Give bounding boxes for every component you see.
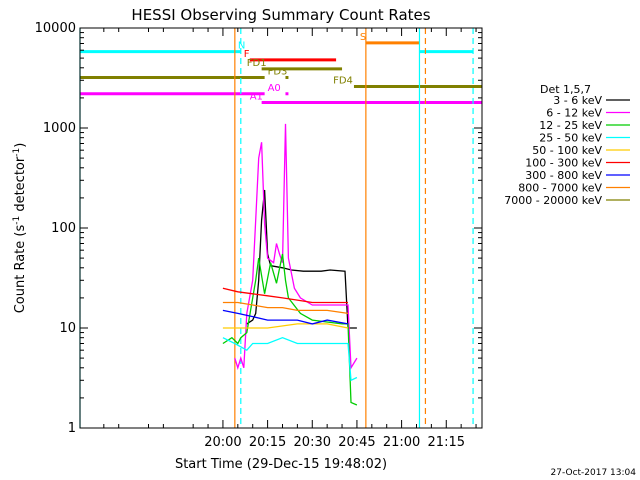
y-tick-label: 1	[68, 421, 76, 436]
y-tick-label: 10	[59, 321, 76, 336]
flag-label-fd1: FD1	[247, 58, 267, 69]
series-line-50-100-kev	[222, 323, 349, 329]
series-line-300-800-kev	[222, 309, 349, 325]
y-tick-label: 1000	[43, 121, 76, 136]
series-line-100-300-kev	[222, 287, 348, 304]
legend-label-6-12-kev: 6 - 12 keV	[546, 107, 602, 120]
x-axis-ticks: 20:00 20:15 20:30 20:45 21:00 21:15	[103, 28, 477, 450]
y-tick-label: 100	[51, 221, 76, 236]
legend-label-3-6-kev: 3 - 6 keV	[553, 94, 602, 107]
flag-label-fd3: FD3	[268, 66, 288, 77]
flag-label-a0: A0	[268, 83, 281, 94]
legend-label-300-800-kev: 300 - 800 keV	[525, 169, 602, 182]
chart-title: HESSI Observing Summary Count Rates	[131, 6, 430, 24]
series-line-25-50-kev	[222, 337, 358, 382]
legend-label-100-300-kev: 100 - 300 keV	[525, 157, 602, 170]
x-tick-label: 20:45	[338, 435, 375, 450]
flag-label-n: N	[238, 41, 245, 52]
legend-title: Det 1,5,7	[540, 83, 591, 96]
series-line-3-6-kev	[246, 189, 357, 329]
legend-label-7000-20000-kev: 7000 - 20000 keV	[504, 194, 602, 207]
flag-label-f: F	[244, 49, 250, 60]
legend-label-800-7000-kev: 800 - 7000 keV	[518, 182, 602, 195]
flag-label-a1: A1	[250, 91, 263, 102]
x-axis-label: Start Time (29-Dec-15 19:48:02)	[175, 457, 387, 472]
x-tick-label: 20:00	[204, 435, 241, 450]
footer-timestamp: 27-Oct-2017 13:04	[551, 468, 637, 478]
flag-label-fd4: FD4	[333, 76, 353, 87]
flag-label-s: S	[360, 32, 366, 43]
y-axis-ticks: 1 10 100 1000 10000	[35, 21, 482, 436]
legend-label-50-100-kev: 50 - 100 keV	[532, 144, 602, 157]
x-tick-label: 21:00	[383, 435, 420, 450]
legend-label-25-50-kev: 25 - 50 keV	[539, 132, 602, 145]
series-line-6-12-kev	[234, 123, 358, 370]
x-tick-label: 21:15	[428, 435, 465, 450]
x-tick-label: 20:15	[249, 435, 286, 450]
series-line-12-25-kev	[222, 253, 358, 406]
y-tick-label: 10000	[35, 21, 76, 36]
series-lines	[222, 123, 358, 406]
legend-label-12-25-kev: 12 - 25 keV	[539, 119, 602, 132]
x-tick-label: 20:30	[294, 435, 331, 450]
y-axis-label: Count Rate (s-1 detector-1)	[12, 143, 28, 314]
series-line-800-7000-kev	[222, 301, 349, 315]
